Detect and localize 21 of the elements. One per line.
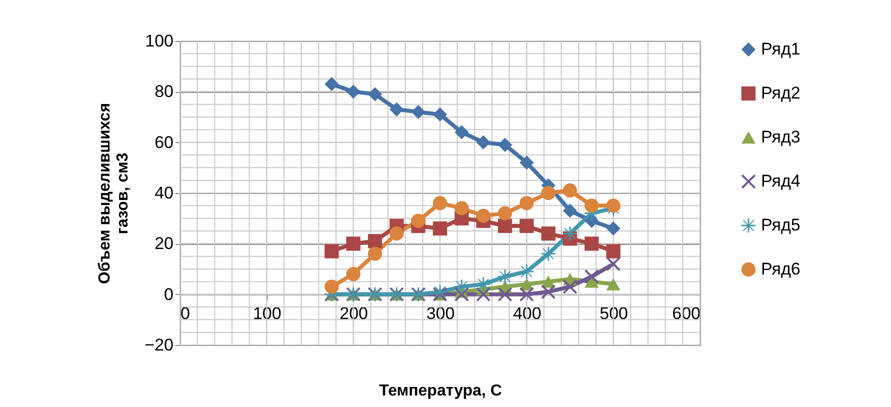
- y-tick-label: 80: [154, 82, 174, 102]
- legend-label: Ряд4: [761, 172, 800, 190]
- y-tick-label: 60: [154, 132, 174, 152]
- y-axis-title: Объем выделившихся газов, см3: [96, 102, 132, 284]
- legend-label: Ряд2: [761, 84, 800, 102]
- y-tick-label: 100: [145, 32, 174, 50]
- legend-label: Ряд1: [761, 40, 800, 58]
- x-tick-label: 100: [252, 304, 282, 323]
- legend-label: Ряд5: [761, 216, 800, 234]
- x-tick-label: 400: [512, 304, 542, 323]
- y-tick-label: 40: [154, 184, 174, 202]
- x-tick-label: 300: [426, 304, 455, 323]
- y-tick-label: 20: [154, 234, 174, 254]
- x-tick-label: 200: [340, 304, 368, 323]
- x-axis-title: Температура, С: [379, 382, 502, 400]
- x-tick-label: 500: [600, 304, 628, 323]
- y-tick-label: 0: [164, 284, 174, 304]
- x-tick-label: 0: [180, 304, 190, 323]
- legend-label: Ряд3: [761, 128, 800, 146]
- y-tick-label: −20: [144, 336, 174, 354]
- legend-label: Ряд6: [761, 260, 800, 278]
